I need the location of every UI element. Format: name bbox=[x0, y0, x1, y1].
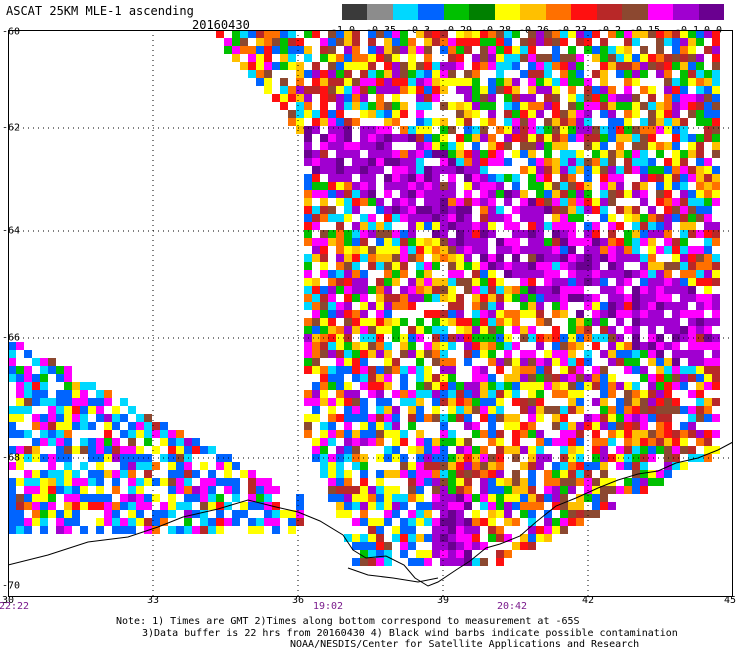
pass-time: 20:42 bbox=[496, 601, 528, 612]
map-title: ASCAT 25KM MLE-1 ascending bbox=[6, 4, 194, 18]
lon-tick: 30 bbox=[1, 595, 15, 606]
lat-tick: -64 bbox=[2, 225, 21, 237]
lon-tick: 39 bbox=[436, 595, 450, 606]
lat-tick: -62 bbox=[2, 122, 21, 134]
legend-swatch bbox=[418, 4, 444, 20]
lat-tick: -60 bbox=[2, 26, 21, 38]
legend-swatch bbox=[367, 4, 393, 20]
legend-swatch bbox=[545, 4, 572, 20]
legend-swatch bbox=[469, 4, 495, 20]
legend-swatch bbox=[596, 4, 623, 20]
lon-tick: 33 bbox=[146, 595, 160, 606]
legend-swatch bbox=[622, 4, 648, 20]
lat-tick: -66 bbox=[2, 332, 21, 344]
legend-swatch bbox=[392, 4, 419, 20]
footnote-line-3: NOAA/NESDIS/Center for Satellite Applica… bbox=[290, 639, 640, 650]
legend-swatch bbox=[342, 4, 368, 20]
map-frame bbox=[8, 30, 733, 597]
legend-swatch bbox=[673, 4, 699, 20]
lat-tick: -68 bbox=[2, 452, 21, 464]
pass-time: 19:02 bbox=[312, 601, 344, 612]
legend-swatch bbox=[571, 4, 597, 20]
ice-shelf-outline bbox=[347, 567, 439, 583]
map-date: 20160430 bbox=[192, 18, 250, 32]
lon-tick: 36 bbox=[291, 595, 305, 606]
footnote-line-1: Note: 1) Times are GMT 2)Times along bot… bbox=[116, 616, 580, 627]
scatterometer-map bbox=[8, 30, 733, 597]
legend-swatch bbox=[698, 4, 725, 20]
lon-tick: 42 bbox=[581, 595, 595, 606]
grid-lines bbox=[8, 30, 733, 597]
legend-swatch bbox=[520, 4, 546, 20]
legend-swatch bbox=[494, 4, 521, 20]
lon-tick: 45 bbox=[723, 595, 737, 606]
data-cells bbox=[8, 30, 720, 566]
legend-swatch bbox=[443, 4, 470, 20]
color-legend bbox=[342, 4, 725, 20]
legend-swatch bbox=[647, 4, 674, 20]
footnote-line-2: 3)Data buffer is 22 hrs from 20160430 4)… bbox=[142, 628, 678, 639]
coastline bbox=[8, 441, 733, 587]
lat-tick: -70 bbox=[2, 580, 21, 592]
pass-time: 22:22 bbox=[0, 601, 30, 612]
